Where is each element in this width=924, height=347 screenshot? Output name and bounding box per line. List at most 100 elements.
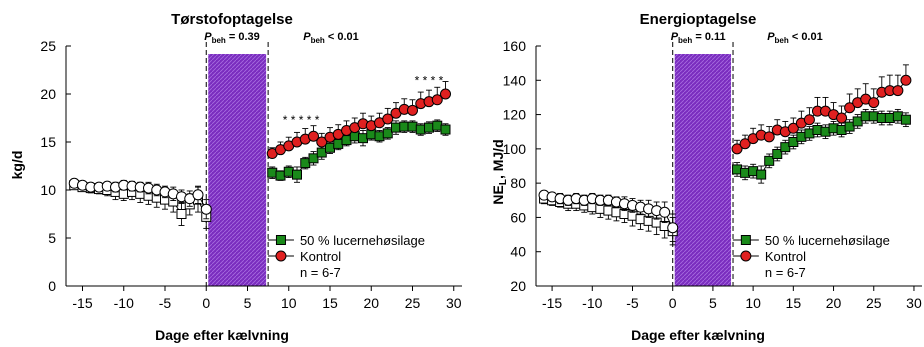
x-tick-label: -10: [114, 295, 134, 311]
p-symbol: P: [671, 31, 679, 43]
legend-label: Kontrol: [765, 249, 806, 264]
data-point-circle: [382, 113, 394, 125]
data-point-square: [764, 155, 775, 166]
y-axis-label-sub: L: [498, 179, 509, 185]
data-point-square: [275, 170, 286, 181]
data-point-square: [267, 167, 278, 178]
data-point-circle: [431, 94, 443, 106]
data-point-circle: [440, 88, 451, 100]
x-axis-label: Dage efter kælvning: [631, 327, 765, 343]
y-tick-label: 80: [510, 175, 526, 191]
data-point-circle: [868, 97, 880, 109]
x-tick-label: -15: [72, 295, 92, 311]
data-point-square: [358, 133, 368, 144]
y-axis-label: NEL, MJ/d: [490, 139, 509, 204]
significance-stars: * * * * *: [283, 113, 320, 127]
p-value-annotation: Pbeh = 0.39: [204, 31, 260, 45]
y-tick-label: 25: [40, 38, 56, 54]
p-value-annotation: Pbeh < 0.01: [303, 31, 359, 45]
legend-marker-circle: [275, 250, 287, 262]
data-point-square: [341, 135, 352, 146]
data-point-circle: [892, 85, 904, 97]
y-tick-label: 0: [48, 278, 56, 294]
y-tick-label: 20: [40, 86, 56, 102]
data-point-square: [756, 169, 767, 180]
p-symbol: P: [204, 31, 212, 43]
x-tick-label: -10: [582, 295, 602, 311]
y-tick-label: 10: [40, 182, 56, 198]
data-point-square: [176, 209, 187, 219]
p-value-text: = 0.39: [226, 31, 260, 43]
y-tick-label: 5: [48, 230, 56, 246]
x-tick-label: 20: [363, 295, 379, 311]
chart-title: Energioptagelse: [640, 11, 757, 28]
x-axis-label: Dage efter kælvning: [155, 327, 289, 343]
data-point-square: [424, 122, 434, 133]
x-tick-label: 25: [405, 295, 421, 311]
p-subscript: beh: [775, 36, 789, 45]
data-point-square: [292, 169, 302, 180]
y-tick-label: 140: [503, 72, 527, 88]
y-tick-label: 120: [503, 107, 527, 123]
legend-label: 50 % lucernehøsilage: [765, 233, 890, 248]
data-point-square: [374, 131, 385, 142]
y-axis-label-rest: , MJ/d: [490, 139, 506, 179]
data-point-circle: [836, 112, 848, 124]
data-point-square: [415, 124, 426, 135]
y-tick-label: 15: [40, 134, 56, 150]
p-symbol: P: [303, 31, 311, 43]
data-point-square: [283, 166, 294, 177]
data-point-square: [900, 114, 911, 125]
shaded-region: [674, 54, 732, 286]
data-point-square: [316, 147, 327, 158]
y-tick-label: 160: [503, 38, 527, 54]
legend-note: n = 6-7: [300, 265, 341, 280]
y-axis-label-main: NE: [490, 185, 506, 204]
data-point-square: [844, 121, 855, 132]
chart-title: Tørstofoptagelse: [171, 11, 293, 28]
data-point-circle: [731, 143, 743, 155]
p-subscript: beh: [678, 36, 692, 45]
data-point-square: [440, 124, 451, 135]
significance-stars: * * * *: [415, 73, 444, 87]
x-tick-label: 10: [281, 295, 297, 311]
x-tick-label: 30: [906, 295, 922, 311]
p-value-text: < 0.01: [325, 31, 359, 43]
chart-dry-matter-intake: Tørstofoptagelse Dage efter kælvning kg/…: [9, 11, 462, 343]
x-tick-label: 25: [866, 295, 882, 311]
legend-note: n = 6-7: [765, 265, 806, 280]
data-point-square: [780, 142, 791, 153]
y-axis-label: kg/d: [9, 151, 25, 180]
p-value-annotation: Pbeh < 0.01: [767, 31, 823, 45]
data-point-square: [308, 153, 319, 164]
x-tick-label: -5: [159, 295, 172, 311]
x-tick-label: 30: [446, 295, 462, 311]
data-point-circle: [900, 74, 912, 86]
data-point-circle: [739, 138, 751, 150]
y-tick-label: 20: [510, 278, 526, 294]
data-point-square: [432, 120, 443, 131]
data-point-square: [300, 158, 311, 169]
data-point-circle: [316, 136, 328, 148]
data-point-square: [391, 122, 401, 133]
data-point-square: [772, 149, 783, 159]
x-tick-label: 15: [322, 295, 338, 311]
data-point-square: [852, 116, 863, 127]
legend-label: Kontrol: [300, 249, 341, 264]
y-tick-label: 100: [503, 141, 527, 157]
p-value-annotation: Pbeh = 0.11: [671, 31, 726, 45]
data-point-square: [407, 121, 418, 132]
legend-label: 50 % lucernehøsilage: [300, 233, 425, 248]
data-point-circle: [308, 130, 319, 142]
y-tick-label: 60: [510, 209, 526, 225]
data-point-square: [325, 142, 335, 153]
x-tick-label: 10: [745, 295, 761, 311]
y-tick-label: 40: [510, 244, 526, 260]
p-symbol: P: [767, 31, 775, 43]
data-point-square: [399, 121, 410, 132]
data-point-square: [382, 128, 393, 139]
data-point-circle: [787, 122, 799, 134]
data-point-circle: [200, 203, 212, 215]
shaded-region: [208, 54, 267, 286]
